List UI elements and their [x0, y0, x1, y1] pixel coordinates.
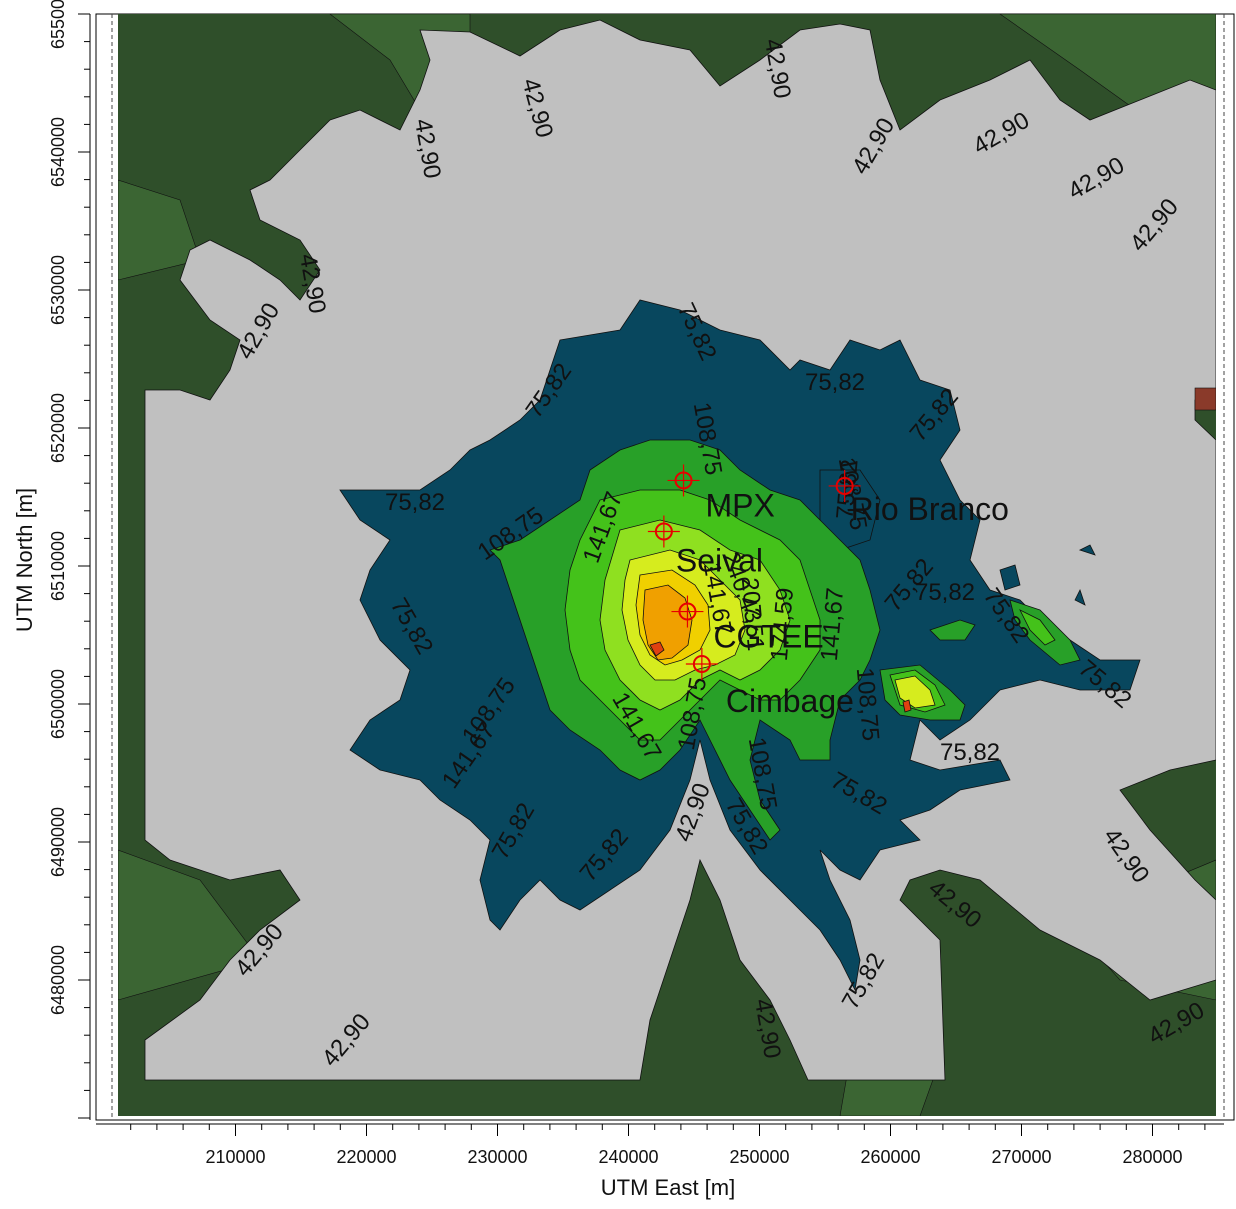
contour-label: 75,82: [940, 739, 1000, 766]
source-label: CGTEE: [713, 619, 823, 655]
emission-sources: MPX Seival CGTEE Cimbage Rio Branco: [647, 464, 1009, 719]
x-tick-label: 210000: [205, 1147, 265, 1167]
marker-circle: [835, 476, 854, 495]
contour-label: 207,51: [736, 577, 769, 652]
marker-circle: [654, 522, 673, 541]
contour-label: 75,82: [385, 489, 445, 516]
contour-east-plume-lime: [894, 675, 936, 709]
x-tick-label: 260000: [860, 1147, 920, 1167]
x-tick-label: 250000: [729, 1147, 789, 1167]
source-marker[interactable]: CGTEE: [671, 595, 824, 655]
source-label: Seival: [676, 543, 763, 579]
y-tick-label: 6540000: [48, 117, 68, 187]
contour-label: 141,67: [816, 587, 849, 662]
source-label: Rio Branco: [851, 491, 1009, 527]
source-marker[interactable]: Rio Branco: [828, 469, 1009, 527]
y-tick-label: 6490000: [48, 807, 68, 877]
contour-band-peak-orange: [642, 584, 693, 661]
contour-patch-east-edge: [1194, 387, 1216, 411]
y-tick-label: 6500000: [48, 669, 68, 739]
y-tick-label: 6530000: [48, 255, 68, 325]
y-tick-label: 6520000: [48, 393, 68, 463]
x-axis-title: UTM East [m]: [601, 1175, 735, 1200]
x-axis: 210000 220000 230000 240000 250000 260000 2700…: [96, 1123, 1224, 1200]
x-tick-label: 230000: [467, 1147, 527, 1167]
contour-island-east: [999, 544, 1096, 606]
contour-label: 75,82: [915, 579, 975, 606]
y-tick-label: 6480000: [48, 945, 68, 1015]
marker-circle: [674, 471, 693, 490]
marker-circle: [678, 602, 697, 621]
marker-circle: [692, 654, 711, 673]
y-axis-title: UTM North [m]: [12, 488, 37, 632]
y-tick-label: 6550000: [48, 0, 68, 49]
source-marker[interactable]: MPX: [667, 464, 775, 523]
x-tick-label: 270000: [991, 1147, 1051, 1167]
contour-label: 75,82: [805, 369, 865, 396]
contour-peak-red: [649, 641, 912, 713]
x-tick-label: 240000: [598, 1147, 658, 1167]
source-label: Cimbage: [726, 683, 854, 719]
contour-field: [118, 14, 1216, 1116]
source-label: MPX: [706, 487, 775, 523]
y-tick-label: 6510000: [48, 531, 68, 601]
y-axis: 6480000 6490000 6500000 6510000 6520000 65300…: [12, 0, 91, 1120]
contour-label: 174,59: [766, 587, 799, 662]
contour-east-plume-bright: [889, 609, 1056, 713]
source-marker[interactable]: Cimbage: [685, 647, 854, 719]
x-tick-label: 280000: [1122, 1147, 1182, 1167]
x-tick-label: 220000: [336, 1147, 396, 1167]
source-marker[interactable]: Seival: [647, 515, 763, 579]
contour-label: 108,75: [851, 667, 884, 742]
